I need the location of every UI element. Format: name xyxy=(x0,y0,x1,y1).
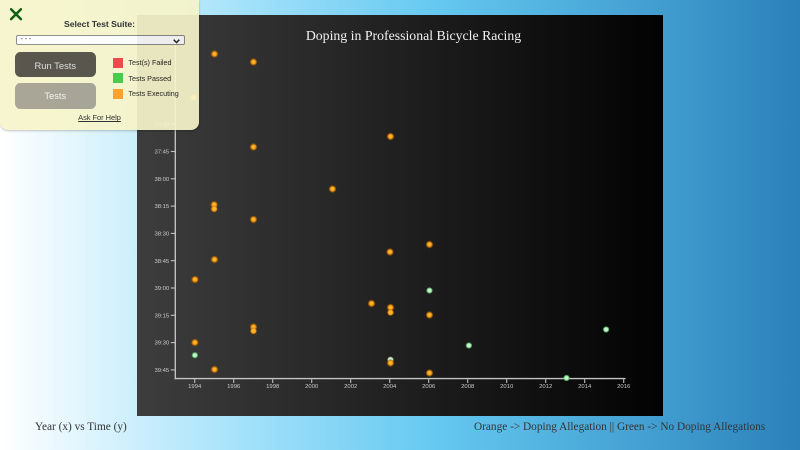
svg-text:38:30: 38:30 xyxy=(154,232,169,238)
svg-text:37:45: 37:45 xyxy=(154,150,169,156)
svg-text:38:15: 38:15 xyxy=(154,204,169,210)
svg-text:2012: 2012 xyxy=(539,384,552,390)
svg-text:2008: 2008 xyxy=(461,384,475,390)
svg-text:2014: 2014 xyxy=(578,384,592,390)
svg-text:2000: 2000 xyxy=(305,384,319,390)
svg-text:2002: 2002 xyxy=(344,384,357,390)
svg-text:39:00: 39:00 xyxy=(154,286,169,292)
svg-text:39:45: 39:45 xyxy=(154,368,169,374)
svg-text:2016: 2016 xyxy=(617,384,631,390)
svg-text:38:45: 38:45 xyxy=(154,259,169,265)
svg-text:1998: 1998 xyxy=(266,384,280,390)
svg-text:Doping in Professional Bicycle: Doping in Professional Bicycle Racing xyxy=(306,28,521,43)
svg-text:2006: 2006 xyxy=(422,384,436,390)
svg-text:39:15: 39:15 xyxy=(154,313,169,319)
svg-text:1996: 1996 xyxy=(227,384,241,390)
svg-text:1994: 1994 xyxy=(188,384,202,390)
svg-text:2010: 2010 xyxy=(500,384,514,390)
svg-text:38:00: 38:00 xyxy=(154,177,169,183)
svg-text:2004: 2004 xyxy=(383,384,397,390)
svg-text:39:30: 39:30 xyxy=(154,341,169,347)
